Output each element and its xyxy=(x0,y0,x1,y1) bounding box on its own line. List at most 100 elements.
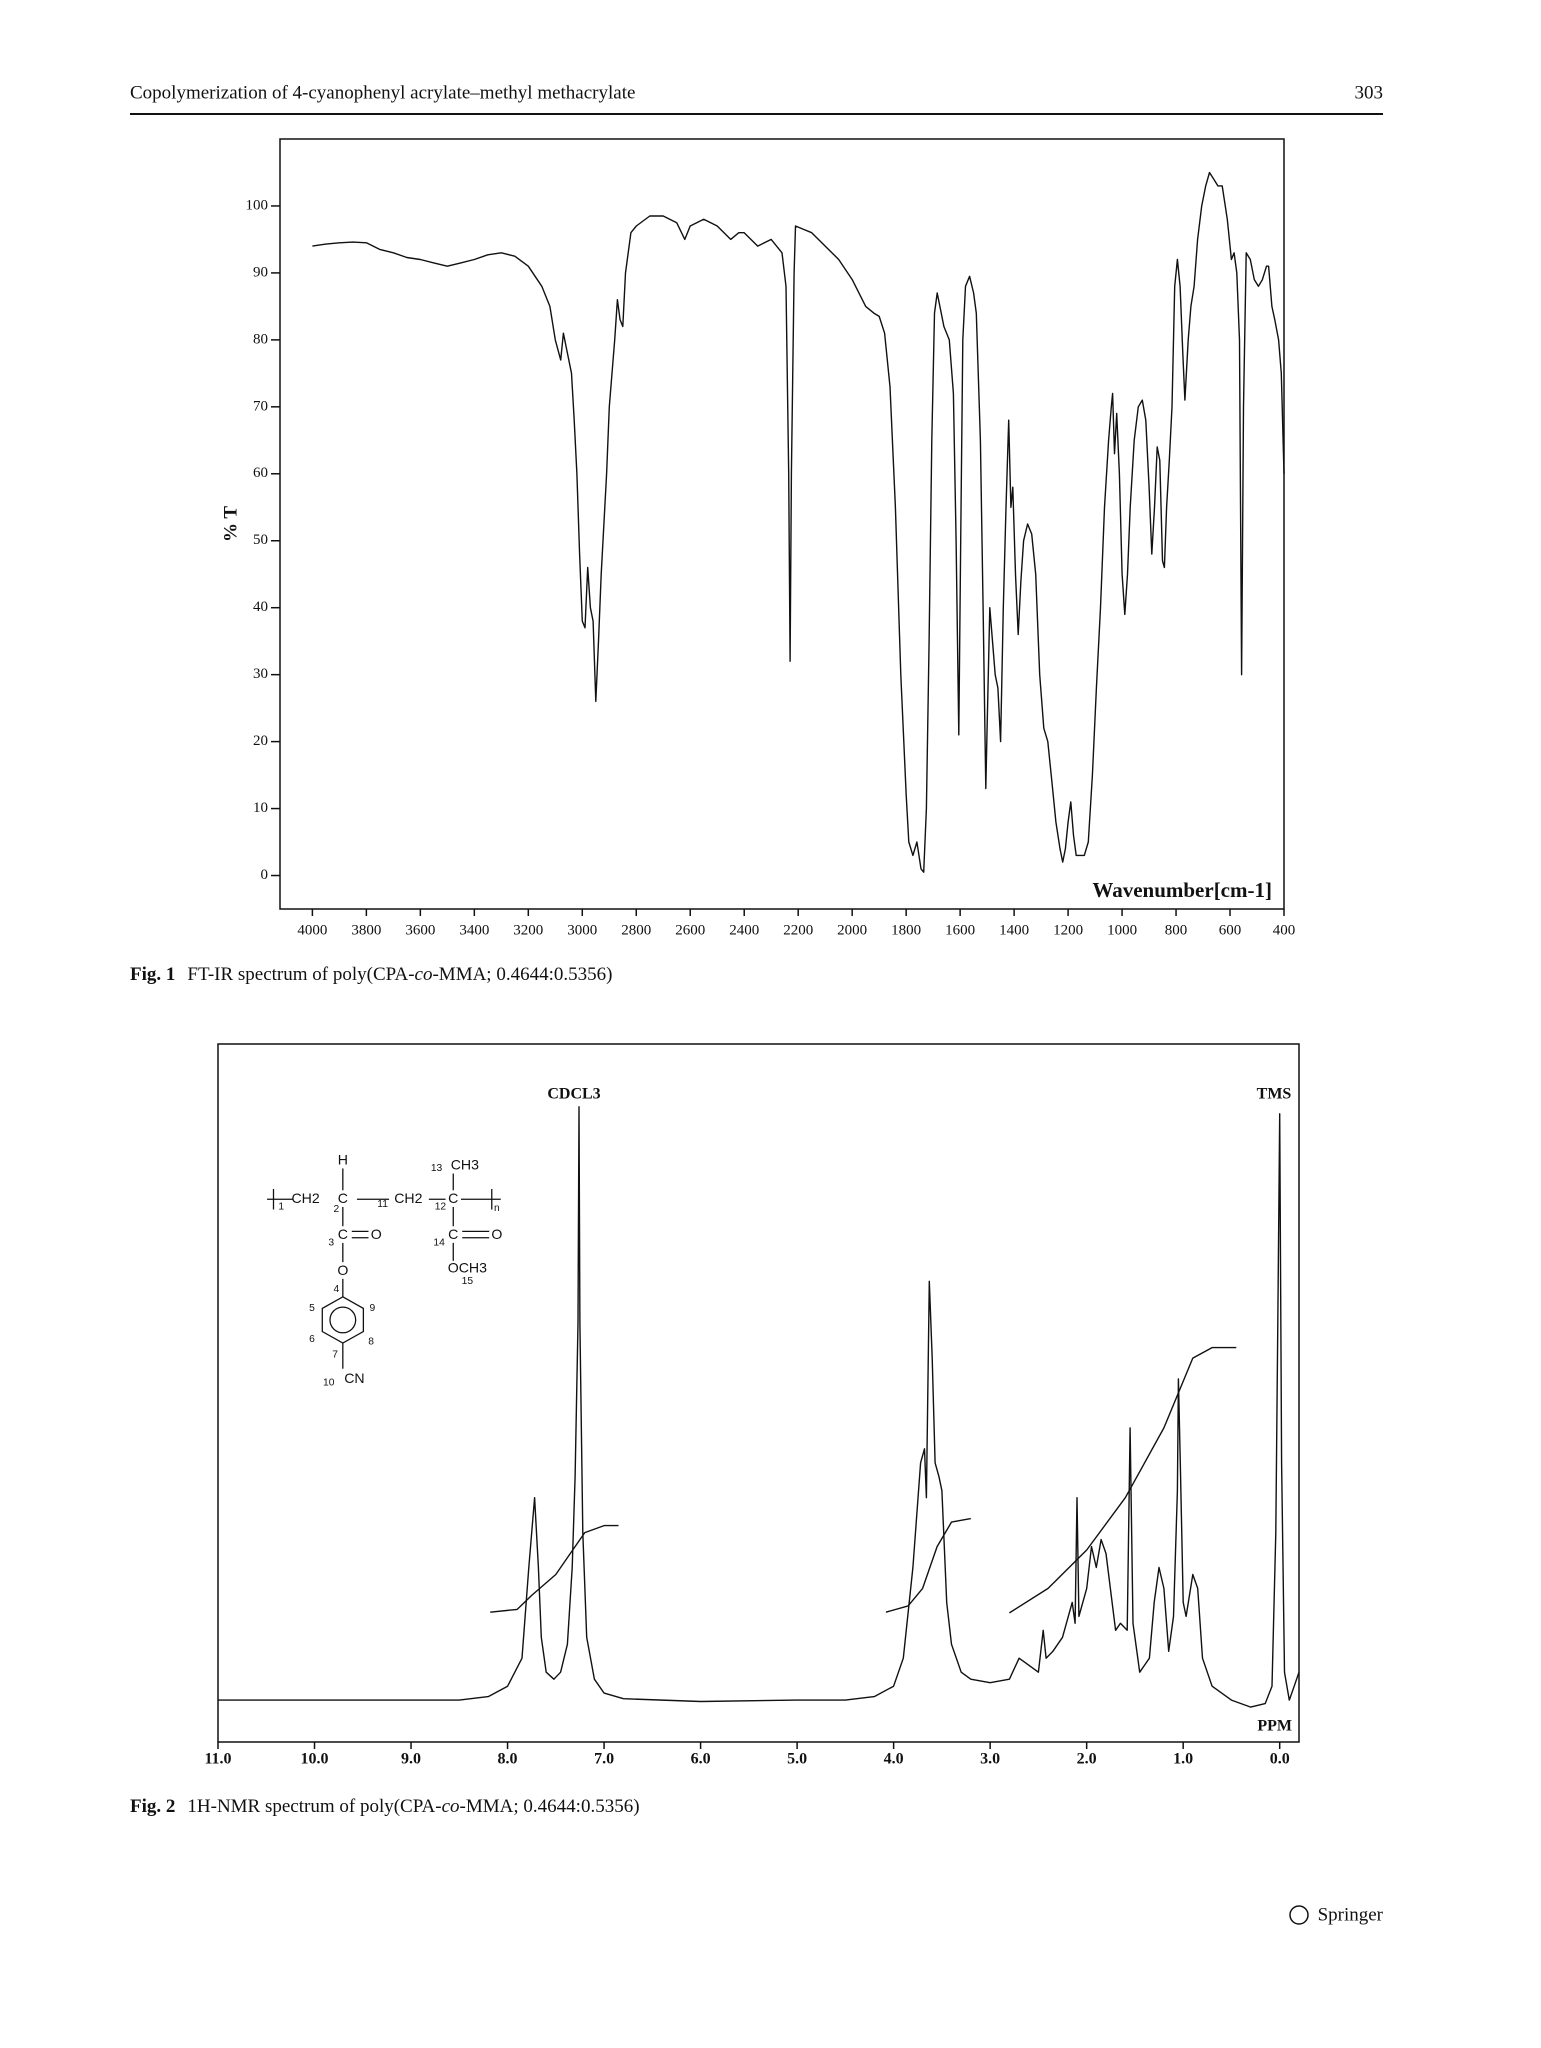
x-tick-label: 1400 xyxy=(999,922,1029,938)
atom-number: 8 xyxy=(368,1336,374,1347)
running-title: Copolymerization of 4-cyanophenyl acryla… xyxy=(130,82,635,103)
atom-label: H xyxy=(338,1151,348,1167)
atom-label: O xyxy=(337,1262,348,1278)
repeat-n: n xyxy=(494,1203,500,1214)
atom-number: 4 xyxy=(334,1284,340,1295)
atom-number: 5 xyxy=(309,1303,315,1314)
atom-label: C xyxy=(448,1226,458,1242)
y-tick-label: 20 xyxy=(253,733,268,749)
x-axis-label: Wavenumber[cm-1] xyxy=(1092,878,1272,902)
y-tick-label: 90 xyxy=(253,264,268,280)
x-tick-label: 11.0 xyxy=(204,1751,231,1768)
x-tick-label: 2800 xyxy=(621,922,651,938)
y-axis-label: % T xyxy=(220,506,241,542)
x-tick-label: 3000 xyxy=(567,922,597,938)
atom-number: 6 xyxy=(309,1334,315,1345)
atom-number: 14 xyxy=(433,1238,445,1249)
x-tick-label: 1200 xyxy=(1053,922,1083,938)
atom-label: C xyxy=(338,1190,348,1206)
atom-number: 12 xyxy=(435,1202,447,1213)
logo-icon xyxy=(1289,1905,1309,1925)
atom-label: CH2 xyxy=(394,1190,422,1206)
chemical-structure: H 1 CH2 2 C 11 CH2 12 C n 13 CH3 3 C O 1… xyxy=(267,1151,502,1389)
caption-text: 1H-NMR spectrum of poly(CPA- xyxy=(187,1796,441,1817)
x-tick-label: 9.0 xyxy=(401,1751,421,1768)
atom-label: CN xyxy=(344,1370,364,1386)
y-tick-label: 30 xyxy=(253,666,268,682)
x-tick-label: 4.0 xyxy=(884,1751,904,1768)
x-tick-label: 4000 xyxy=(297,922,327,938)
x-tick-label: 1600 xyxy=(945,922,975,938)
atom-number: 10 xyxy=(323,1378,335,1389)
spectrum-line xyxy=(218,1106,1300,1708)
atom-label: C xyxy=(448,1190,458,1206)
peak-annotation: CDCL3 xyxy=(547,1086,600,1103)
x-tick-label: 2.0 xyxy=(1077,1751,1097,1768)
x-tick-label: 1000 xyxy=(1107,922,1137,938)
x-tick-label: 3.0 xyxy=(980,1751,1000,1768)
atom-label: CH2 xyxy=(291,1190,319,1206)
figure-caption: Fig. 1 FT-IR spectrum of poly(CPA-co-MMA;… xyxy=(130,964,612,985)
atom-label: O xyxy=(491,1226,502,1242)
spectrum-line xyxy=(312,171,1285,873)
atom-label: C xyxy=(338,1226,348,1242)
atom-label: CH3 xyxy=(451,1157,479,1173)
y-tick-label: 50 xyxy=(253,532,268,548)
x-tick-label: 600 xyxy=(1219,922,1242,938)
springer-logo: Springer xyxy=(1289,1904,1384,1925)
atom-number: 3 xyxy=(328,1238,334,1249)
x-tick-label: 800 xyxy=(1165,922,1188,938)
spectrum-line xyxy=(1009,1346,1237,1614)
spectrum-line xyxy=(885,1517,971,1613)
atom-number: 7 xyxy=(332,1349,338,1360)
y-tick-label: 40 xyxy=(253,599,268,615)
atom-number: 15 xyxy=(462,1276,474,1287)
x-tick-label: 3600 xyxy=(405,922,435,938)
plot-frame xyxy=(279,138,1285,910)
y-tick-label: 60 xyxy=(253,465,268,481)
caption-text: -MMA; 0.4644:0.5356) xyxy=(460,1796,640,1817)
benzene-ring xyxy=(321,1296,365,1344)
atom-number: 1 xyxy=(278,1202,284,1213)
y-tick-label: 100 xyxy=(246,197,269,213)
atom-number: 11 xyxy=(377,1199,388,1210)
atom-label: OCH3 xyxy=(448,1259,487,1275)
spectrum-line xyxy=(490,1524,619,1613)
atom-number: 2 xyxy=(334,1204,340,1215)
x-tick-label: 1.0 xyxy=(1173,1751,1193,1768)
x-tick-label: 2000 xyxy=(837,922,867,938)
caption-label: Fig. 1 xyxy=(130,964,175,985)
y-tick-label: 10 xyxy=(253,800,268,816)
atom-label: O xyxy=(371,1226,382,1242)
x-tick-label: 2600 xyxy=(675,922,705,938)
x-tick-label: 2200 xyxy=(783,922,813,938)
caption-text: co xyxy=(442,1796,460,1817)
x-tick-label: 7.0 xyxy=(594,1751,614,1768)
caption-text: FT-IR spectrum of poly(CPA- xyxy=(187,964,414,985)
x-tick-label: 8.0 xyxy=(498,1751,518,1768)
x-tick-label: 400 xyxy=(1273,922,1296,938)
aromatic-circle xyxy=(329,1306,357,1334)
caption-label: Fig. 2 xyxy=(130,1796,175,1817)
atom-number: 9 xyxy=(370,1303,376,1314)
y-tick-label: 0 xyxy=(261,867,269,883)
peak-annotation: TMS xyxy=(1257,1086,1292,1103)
x-tick-label: 3400 xyxy=(459,922,489,938)
x-tick-label: 2400 xyxy=(729,922,759,938)
x-tick-label: 1800 xyxy=(891,922,921,938)
x-tick-label: 3800 xyxy=(351,922,381,938)
figure-caption: Fig. 2 1H-NMR spectrum of poly(CPA-co-MMA… xyxy=(130,1796,640,1817)
x-axis-label: PPM xyxy=(1257,1718,1292,1735)
y-tick-label: 70 xyxy=(253,398,268,414)
x-tick-label: 10.0 xyxy=(301,1751,329,1768)
x-tick-label: 3200 xyxy=(513,922,543,938)
page-number: 303 xyxy=(1355,82,1384,103)
plot-frame xyxy=(217,1043,1300,1743)
x-tick-label: 0.0 xyxy=(1270,1751,1290,1768)
atom-number: 13 xyxy=(431,1163,443,1174)
publisher: Springer xyxy=(1318,1904,1384,1925)
caption-text: co xyxy=(415,964,433,985)
caption-text: -MMA; 0.4644:0.5356) xyxy=(432,964,612,985)
